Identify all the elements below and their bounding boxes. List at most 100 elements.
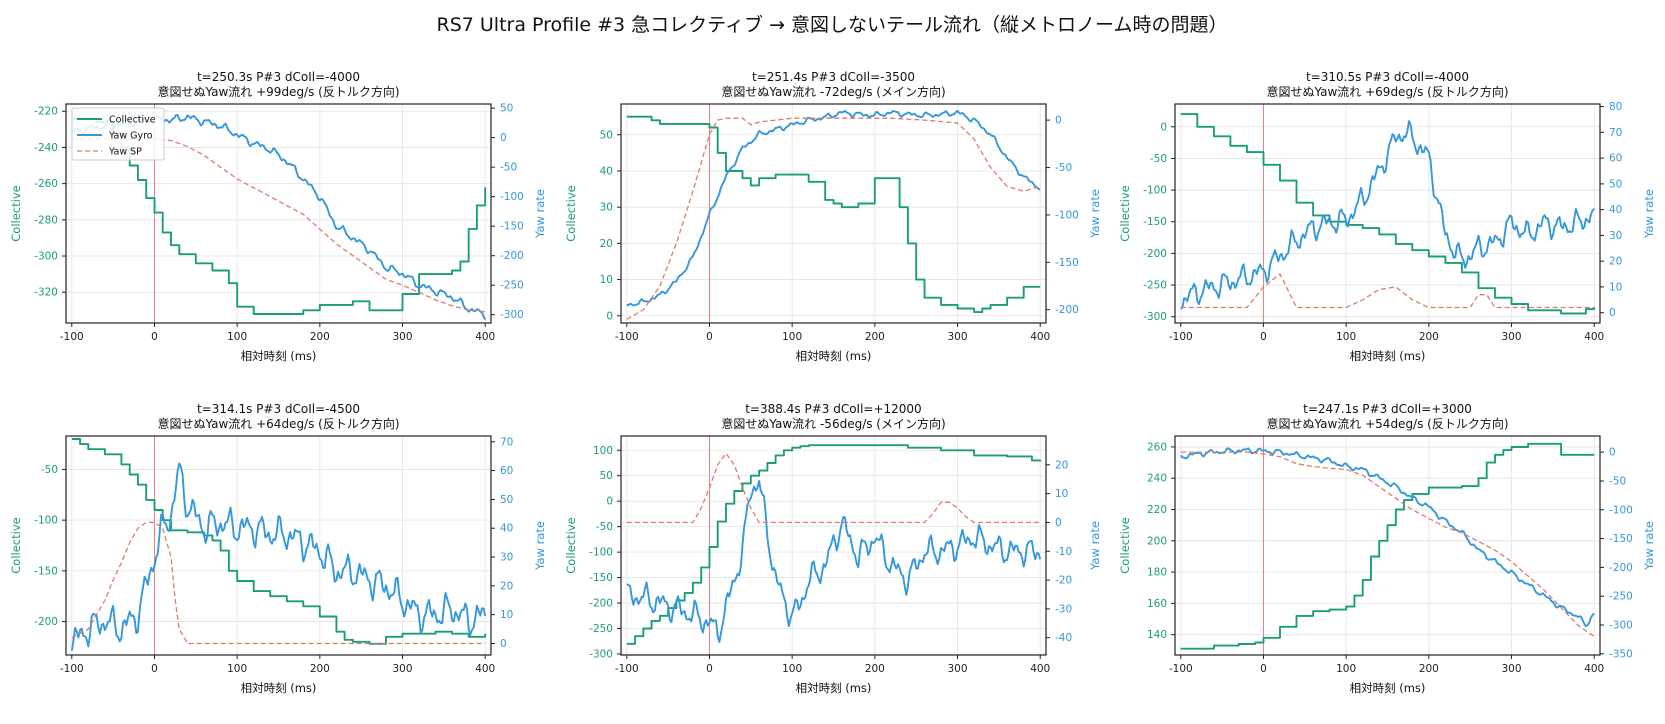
grid [621, 104, 1046, 323]
x-tick-label: 0 [1260, 663, 1267, 675]
y-right-tick-label: -50 [1609, 475, 1626, 487]
x-tick-label: 200 [1419, 331, 1439, 343]
y-left-tick-label: -260 [34, 178, 58, 190]
plot-frame [1174, 435, 1601, 656]
y-right-tick-label: 20 [1609, 256, 1622, 268]
x-tick-label: -100 [60, 663, 84, 675]
x-tick-label: -100 [615, 331, 639, 343]
legend-label-gyro: Yaw Gyro [108, 131, 153, 142]
panel-title-line2: 意図せぬYaw流れ +54deg/s (反トルク方向) [1266, 416, 1508, 431]
x-tick-label: 300 [1502, 663, 1522, 675]
x-tick-label: 200 [865, 663, 885, 675]
panel-title-line1: t=251.4s P#3 dCoIl=-3500 [752, 70, 915, 84]
series-collective-line [1180, 442, 1595, 650]
y-right-tick-label: 30 [1609, 230, 1622, 242]
series-collective-line [71, 438, 487, 645]
y-right-tick-label: 60 [500, 465, 513, 477]
series-yaw-gyro-line [1180, 447, 1595, 628]
series-yaw-sp-line [1180, 451, 1595, 638]
y-right-tick-label: -200 [500, 250, 524, 262]
x-tick-label: 300 [1502, 331, 1522, 343]
y-right-axis-label: Yaw rate [1088, 521, 1102, 571]
x-tick-label: 400 [1584, 663, 1604, 675]
y-right-tick-label: 0 [500, 132, 507, 144]
series-yaw-gyro-line [626, 480, 1042, 643]
series-yaw-sp-line [626, 117, 1041, 320]
x-tick-label: 400 [1030, 663, 1050, 675]
y-left-tick-label: 260 [1147, 441, 1167, 453]
y-right-tick-label: -200 [1055, 304, 1079, 316]
y-left-tick-label: 50 [600, 129, 613, 141]
panel-title-line1: t=388.4s P#3 dCoIl=+12000 [745, 402, 921, 416]
y-left-tick-label: 180 [1147, 567, 1167, 579]
x-tick-label: 100 [227, 663, 247, 675]
legend: Collective Yaw Gyro Yaw SP [71, 107, 165, 161]
y-right-tick-label: -100 [1609, 504, 1633, 516]
y-left-tick-label: -50 [41, 464, 58, 476]
x-axis-label: 相対時刻 (ms) [241, 349, 317, 363]
legend-label-sp: Yaw SP [108, 147, 142, 158]
y-left-tick-label: 50 [600, 470, 613, 482]
y-left-axis-label: Collective [564, 185, 578, 241]
x-axis-label: 相対時刻 (ms) [1350, 349, 1426, 363]
grid [1175, 104, 1600, 323]
y-left-tick-label: 30 [600, 202, 613, 214]
y-right-tick-label: 10 [1055, 488, 1068, 500]
y-left-tick-label: -240 [34, 142, 58, 154]
y-left-tick-label: 20 [600, 238, 613, 250]
y-left-axis-label: Collective [564, 517, 578, 573]
y-left-tick-label: -100 [1143, 185, 1167, 197]
x-tick-label: 200 [310, 663, 330, 675]
x-tick-label: 100 [782, 663, 802, 675]
x-tick-label: 0 [151, 663, 158, 675]
y-right-tick-label: 0 [1609, 307, 1616, 319]
y-left-tick-label: 0 [1160, 121, 1167, 133]
legend-label-collective: Collective [109, 115, 156, 126]
y-right-tick-label: 70 [500, 436, 513, 448]
y-right-axis-label: Yaw rate [1642, 521, 1656, 571]
y-left-tick-label: 10 [600, 274, 613, 286]
plot-frame [620, 435, 1047, 656]
y-right-tick-label: 40 [500, 523, 513, 535]
y-right-axis-label: Yaw rate [533, 189, 547, 239]
grid [1175, 436, 1600, 655]
grid [621, 436, 1046, 655]
y-right-tick-label: -50 [500, 162, 517, 174]
y-right-tick-label: 50 [1609, 178, 1622, 190]
y-left-tick-label: -200 [1143, 248, 1167, 260]
y-right-tick-label: -40 [1055, 632, 1072, 644]
series-yaw-sp-line [71, 521, 486, 645]
y-right-tick-label: 10 [500, 609, 513, 621]
plot-frame [65, 435, 492, 656]
y-left-tick-label: -280 [34, 214, 58, 226]
y-left-tick-label: -100 [589, 547, 613, 559]
legend-box [71, 107, 165, 161]
series-yaw-gyro-line [70, 462, 487, 651]
x-tick-label: 400 [1584, 331, 1604, 343]
x-tick-label: 400 [475, 331, 495, 343]
y-left-tick-label: -200 [589, 598, 613, 610]
x-tick-label: 0 [706, 663, 713, 675]
panel-title-line1: t=314.1s P#3 dCoIl=-4500 [197, 402, 360, 416]
y-right-tick-label: -150 [1055, 257, 1079, 269]
plot-frame [1174, 103, 1601, 324]
y-right-tick-label: -30 [1055, 603, 1072, 615]
y-left-tick-label: 0 [606, 496, 613, 508]
series-yaw-sp-line [1180, 273, 1595, 309]
panel-title-line2: 意図せぬYaw流れ +99deg/s (反トルク方向) [157, 84, 399, 99]
x-tick-label: 0 [1260, 331, 1267, 343]
x-tick-label: 300 [948, 663, 968, 675]
panel-title-line2: 意図せぬYaw流れ +64deg/s (反トルク方向) [157, 416, 399, 431]
x-tick-label: 100 [1336, 663, 1356, 675]
y-left-axis-label: Collective [9, 517, 23, 573]
y-left-tick-label: -150 [1143, 216, 1167, 228]
y-left-tick-label: 160 [1147, 598, 1167, 610]
y-right-tick-label: 20 [500, 580, 513, 592]
y-left-tick-label: 240 [1147, 473, 1167, 485]
y-left-tick-label: -300 [1143, 311, 1167, 323]
